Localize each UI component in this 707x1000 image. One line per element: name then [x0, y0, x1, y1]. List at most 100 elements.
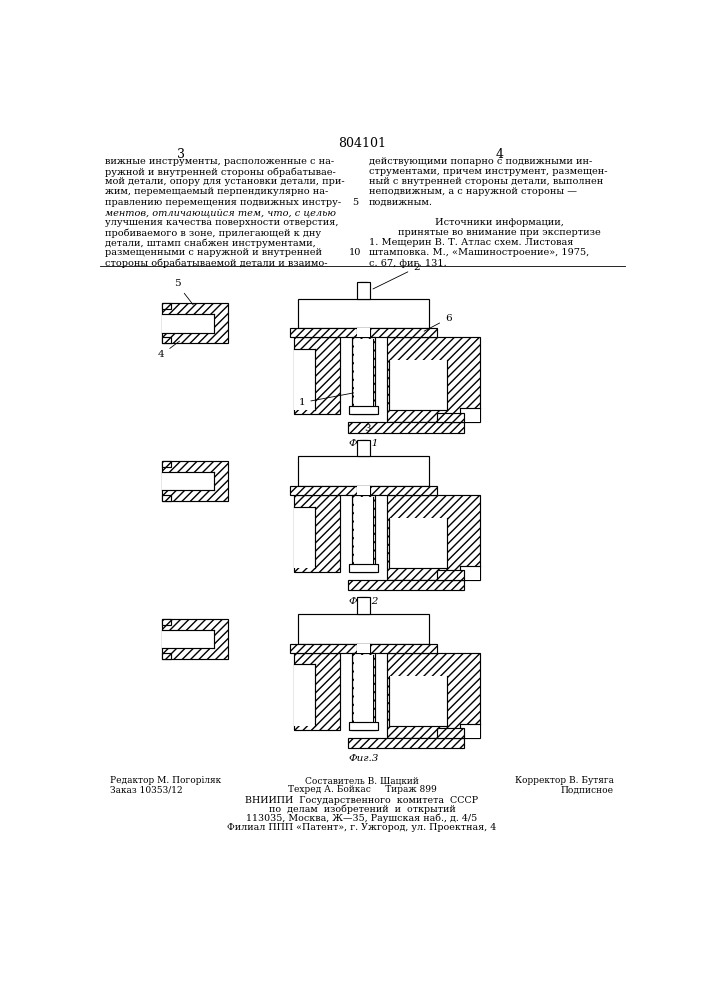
Text: 4: 4: [495, 148, 503, 161]
Text: детали, штамп снабжен инструментами,: детали, штамп снабжен инструментами,: [105, 238, 316, 248]
Text: неподвижным, а с наружной стороны —: неподвижным, а с наружной стороны —: [369, 187, 577, 196]
Bar: [290, 644, 437, 653]
Bar: [460, 724, 480, 738]
Text: 3: 3: [364, 424, 370, 433]
Text: 3: 3: [177, 148, 185, 161]
Text: Корректор В. Бутяга: Корректор В. Бутяга: [515, 776, 614, 785]
Text: Источники информации,: Источники информации,: [435, 218, 563, 227]
Text: Фиг.2: Фиг.2: [349, 597, 379, 606]
Bar: [437, 413, 464, 422]
Text: Составитель В. Шацкий: Составитель В. Шацкий: [305, 776, 419, 785]
Text: 1. Мещерин В. Т. Атлас схем. Листовая: 1. Мещерин В. Т. Атлас схем. Листовая: [369, 238, 573, 247]
Text: Подписное: Подписное: [561, 785, 614, 794]
Bar: [387, 337, 480, 422]
Bar: [298, 456, 429, 486]
Bar: [349, 722, 378, 730]
Bar: [293, 507, 315, 568]
Bar: [162, 337, 171, 343]
Bar: [162, 303, 228, 343]
Text: 5: 5: [352, 198, 358, 207]
Text: с. 67, фиг. 131.: с. 67, фиг. 131.: [369, 259, 447, 268]
Bar: [162, 495, 171, 501]
Bar: [437, 570, 464, 580]
Bar: [360, 597, 368, 601]
Bar: [293, 337, 340, 414]
Bar: [293, 495, 340, 572]
Bar: [387, 495, 480, 580]
Bar: [298, 299, 429, 328]
Bar: [349, 564, 378, 572]
Text: жим, перемещаемый перпендикулярно на-: жим, перемещаемый перпендикулярно на-: [105, 187, 329, 196]
Bar: [460, 566, 480, 580]
Bar: [356, 328, 370, 337]
Bar: [352, 653, 375, 730]
Text: принятые во внимание при экспертизе: принятые во внимание при экспертизе: [398, 228, 600, 237]
Bar: [354, 497, 373, 570]
Bar: [290, 328, 437, 337]
Text: пробиваемого в зоне, прилегающей к дну: пробиваемого в зоне, прилегающей к дну: [105, 228, 322, 238]
Bar: [437, 728, 464, 738]
Text: 2: 2: [373, 263, 420, 289]
Bar: [360, 440, 368, 443]
Text: Редактор М. Погорiляк: Редактор М. Погорiляк: [110, 776, 221, 785]
Text: по  делам  изобретений  и  открытий: по делам изобретений и открытий: [269, 805, 455, 814]
Text: правлению перемещения подвижных инстру-: правлению перемещения подвижных инстру-: [105, 198, 341, 207]
Text: улучшения качества поверхности отверстия,: улучшения качества поверхности отверстия…: [105, 218, 339, 227]
Text: 10: 10: [349, 248, 361, 257]
Bar: [162, 619, 228, 659]
Text: ментов, отличающийся тем, что, с целью: ментов, отличающийся тем, что, с целью: [105, 208, 337, 217]
Bar: [354, 339, 373, 412]
Bar: [348, 422, 464, 433]
Text: 1: 1: [299, 392, 361, 407]
Bar: [298, 614, 429, 644]
Text: 5: 5: [174, 279, 193, 305]
Bar: [356, 440, 370, 456]
Text: струментами, причем инструмент, размещен-: струментами, причем инструмент, размещен…: [369, 167, 607, 176]
Text: ружной и внутренней стороны обрабатывае-: ружной и внутренней стороны обрабатывае-: [105, 167, 336, 177]
Text: 804101: 804101: [338, 137, 386, 150]
Bar: [460, 408, 480, 422]
Bar: [348, 580, 464, 590]
Bar: [356, 486, 370, 495]
Text: ный с внутренней стороны детали, выполнен: ный с внутренней стороны детали, выполне…: [369, 177, 603, 186]
Bar: [162, 303, 171, 309]
Text: Филиал ППП «Патент», г. Ужгород, ул. Проектная, 4: Филиал ППП «Патент», г. Ужгород, ул. Про…: [228, 823, 496, 832]
Bar: [162, 653, 171, 659]
Text: действующими попарно с подвижными ин-: действующими попарно с подвижными ин-: [369, 157, 592, 166]
Bar: [162, 630, 214, 648]
Bar: [293, 664, 315, 726]
Bar: [162, 314, 214, 333]
Text: 113035, Москва, Ж—35, Раушская наб., д. 4/5: 113035, Москва, Ж—35, Раушская наб., д. …: [246, 814, 477, 823]
Bar: [162, 619, 171, 625]
Bar: [389, 676, 448, 726]
Text: размещенными с наружной и внутренней: размещенными с наружной и внутренней: [105, 248, 322, 257]
Bar: [352, 495, 375, 572]
Text: мой детали, опору для установки детали, при-: мой детали, опору для установки детали, …: [105, 177, 345, 186]
Text: 6: 6: [424, 314, 452, 331]
Text: стороны обрабатываемой детали и взаимо-: стороны обрабатываемой детали и взаимо-: [105, 259, 328, 268]
Bar: [293, 653, 340, 730]
Bar: [352, 337, 375, 414]
Bar: [162, 461, 228, 501]
Bar: [356, 597, 370, 614]
Text: штамповка. М., «Машиностроение», 1975,: штамповка. М., «Машиностроение», 1975,: [369, 248, 589, 257]
Text: подвижным.: подвижным.: [369, 198, 433, 207]
Bar: [389, 518, 448, 568]
Bar: [293, 349, 315, 410]
Bar: [162, 461, 171, 467]
Text: Техред А. Бойкас     Тираж 899: Техред А. Бойкас Тираж 899: [288, 785, 436, 794]
Text: Фиг.1: Фиг.1: [349, 439, 379, 448]
Text: Фиг.3: Фиг.3: [349, 754, 379, 763]
Bar: [389, 360, 448, 410]
Bar: [162, 472, 214, 490]
Bar: [356, 644, 370, 653]
Bar: [354, 655, 373, 728]
Bar: [349, 406, 378, 414]
Text: вижные инструменты, расположенные с на-: вижные инструменты, расположенные с на-: [105, 157, 334, 166]
Bar: [348, 738, 464, 748]
Text: Заказ 10353/12: Заказ 10353/12: [110, 785, 182, 794]
Text: 4: 4: [158, 341, 180, 359]
Bar: [360, 282, 368, 286]
Bar: [356, 282, 370, 299]
Text: ВНИИПИ  Государственного  комитета  СССР: ВНИИПИ Государственного комитета СССР: [245, 796, 479, 805]
